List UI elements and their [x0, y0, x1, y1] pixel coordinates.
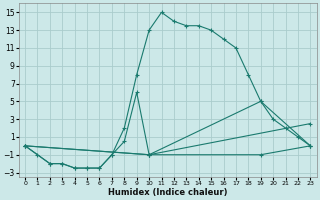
X-axis label: Humidex (Indice chaleur): Humidex (Indice chaleur)	[108, 188, 228, 197]
